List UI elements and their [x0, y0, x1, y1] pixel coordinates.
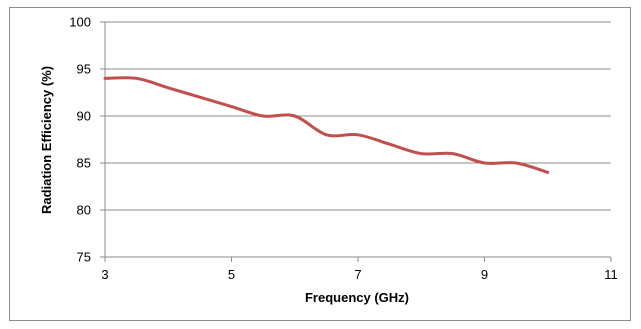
series-line-0: [103, 76, 550, 174]
axes: [100, 21, 612, 262]
y-tick-label-2: 85: [77, 156, 91, 171]
y-tick-labels: 75 80 85 90 95 100: [69, 15, 91, 265]
series-group: [103, 76, 550, 174]
y-tick-label-5: 100: [69, 15, 91, 30]
x-tick-labels: 3 5 7 9 11: [101, 267, 617, 282]
y-tick-label-0: 75: [77, 250, 91, 265]
y-axis-label: Radiation Efficiency (%): [39, 66, 54, 214]
x-tick-label-0: 3: [101, 267, 108, 282]
y-tick-label-3: 90: [77, 109, 91, 124]
x-tick-label-2: 7: [354, 267, 361, 282]
x-tick-label-4: 11: [604, 267, 618, 282]
chart-frame: [9, 7, 631, 321]
x-tick-label-3: 9: [481, 267, 488, 282]
x-tick-label-1: 5: [228, 267, 235, 282]
x-axis-label: Frequency (GHz): [305, 290, 409, 305]
y-tick-label-4: 95: [77, 62, 91, 77]
y-tick-label-1: 80: [77, 203, 91, 218]
gridlines: [105, 21, 611, 211]
